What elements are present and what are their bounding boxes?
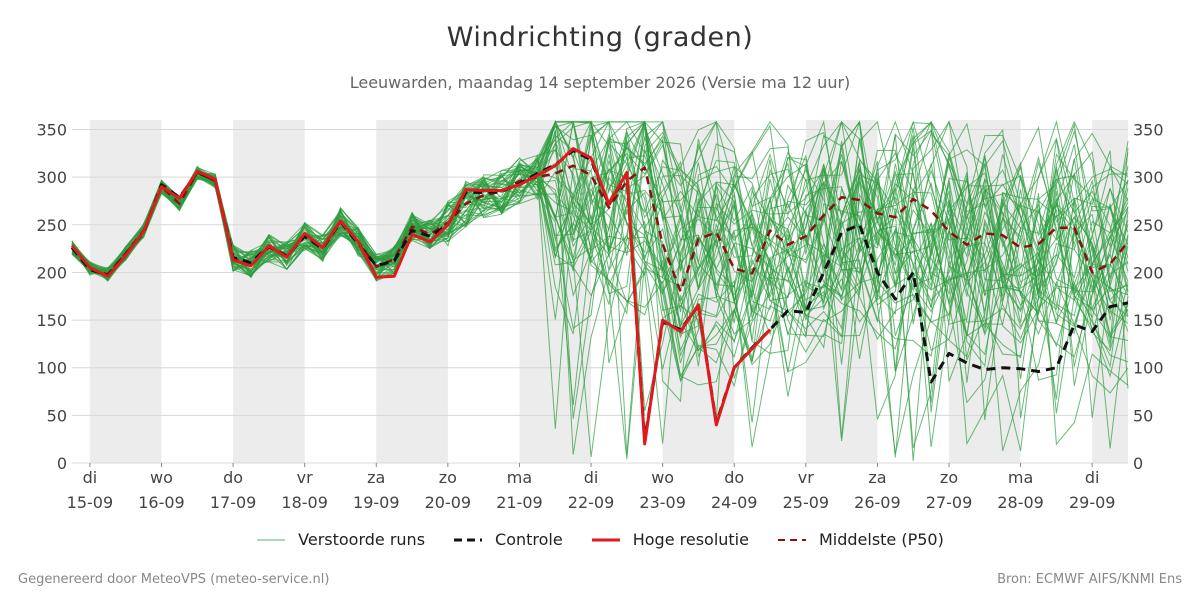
x-tick-date: 17-09 [210, 493, 257, 512]
x-tick-day: za [868, 468, 886, 487]
legend-swatch-thin-green [257, 539, 286, 540]
x-tick-date: 28-09 [997, 493, 1044, 512]
ensemble-member-line [71, 120, 1129, 419]
y-tick-label: 50 [47, 406, 67, 425]
chart-title: Windrichting (graden) [446, 22, 754, 53]
x-tick-date: 20-09 [425, 493, 472, 512]
x-axis: di 15-09 wo 16-09 do 17-09 vr 18-09 za 19-09 zo 20-… [67, 463, 1116, 512]
legend-item-controle: Controle [453, 530, 563, 549]
x-tick-date: 15-09 [67, 493, 114, 512]
y-tick-label: 100 [1133, 359, 1164, 378]
y-tick-label: 150 [36, 311, 67, 330]
ensemble-member-line [71, 135, 1129, 458]
shaded-band [89, 120, 162, 463]
y-tick-label: 100 [36, 359, 67, 378]
shaded-band [376, 120, 448, 463]
y-tick-label: 250 [36, 216, 67, 235]
y-tick-label: 350 [1133, 121, 1164, 140]
y-tick-label: 300 [36, 168, 67, 187]
x-tick-date: 24-09 [711, 493, 758, 512]
y-axis-left: 0 50 100 150 200 250 300 350 [36, 121, 67, 473]
legend-item-verstoorde-runs: Verstoorde runs [256, 530, 425, 549]
legend-label: Hoge resolutie [632, 530, 749, 549]
y-tick-label: 150 [1133, 311, 1164, 330]
x-tick-day: ma [1008, 468, 1033, 487]
x-tick-date: 16-09 [138, 493, 185, 512]
x-tick-date: 18-09 [281, 493, 328, 512]
x-tick-day: zo [439, 468, 457, 487]
y-tick-label: 0 [1133, 454, 1143, 473]
series-line-hoge-resolutie [70, 147, 772, 446]
y-tick-label: 300 [1133, 168, 1164, 187]
legend-label: Middelste (P50) [818, 530, 944, 549]
x-tick-date: 25-09 [783, 493, 830, 512]
x-tick-day: vr [297, 468, 313, 487]
x-tick-day: wo [150, 468, 173, 487]
x-tick-date: 23-09 [639, 493, 686, 512]
footer-credit: Gegenereerd door MeteoVPS (meteo-service… [18, 572, 330, 587]
x-tick-day: vr [798, 468, 814, 487]
legend-label: Controle [495, 530, 563, 549]
x-tick-day: zo [940, 468, 958, 487]
legend-label: Verstoorde runs [298, 530, 426, 549]
shaded-band [233, 120, 305, 463]
legend: Verstoorde runs Controle Hoge resolutie … [0, 530, 1200, 549]
footer-source: Bron: ECMWF AIFS/KNMI Ens [997, 572, 1182, 587]
y-tick-label: 0 [57, 454, 67, 473]
x-tick-date: 21-09 [496, 493, 543, 512]
x-tick-date: 27-09 [926, 493, 973, 512]
x-tick-day: za [367, 468, 385, 487]
x-tick-day: do [724, 468, 744, 487]
x-tick-date: 22-09 [568, 493, 615, 512]
legend-item-hoge-resolutie: Hoge resolutie [591, 530, 749, 549]
x-tick-date: 19-09 [353, 493, 400, 512]
y-tick-label: 200 [1133, 263, 1164, 282]
legend-swatch-red-solid [591, 538, 620, 541]
legend-swatch-black-dashed [454, 538, 483, 541]
y-tick-label: 350 [36, 121, 67, 140]
x-tick-date: 29-09 [1069, 493, 1116, 512]
x-tick-day: di [1085, 468, 1100, 487]
y-tick-label: 50 [1133, 406, 1153, 425]
x-tick-day: di [584, 468, 599, 487]
x-tick-day: di [83, 468, 98, 487]
x-tick-date: 26-09 [854, 493, 901, 512]
x-tick-day: wo [651, 468, 674, 487]
ensemble-member-line [71, 121, 1129, 419]
x-tick-day: ma [507, 468, 532, 487]
legend-item-middelste-p50: Middelste (P50) [777, 530, 944, 549]
ensemble-member-line [71, 120, 1129, 367]
main-series [70, 147, 1129, 446]
legend-swatch-darkred-dashed [777, 538, 806, 541]
y-tick-label: 250 [1133, 216, 1164, 235]
y-tick-label: 200 [36, 263, 67, 282]
y-axis-right: 0 50 100 150 200 250 300 350 [1133, 121, 1164, 473]
x-tick-day: do [223, 468, 243, 487]
chart-subtitle: Leeuwarden, maandag 14 september 2026 (V… [349, 73, 851, 92]
ensemble-member-line [71, 138, 1129, 449]
